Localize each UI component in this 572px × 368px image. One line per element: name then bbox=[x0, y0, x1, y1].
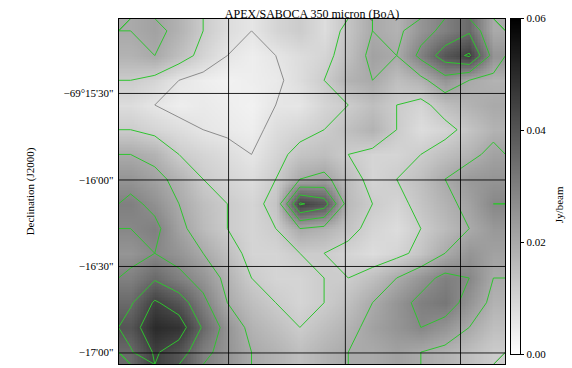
svg-text:−16'00": −16'00" bbox=[79, 173, 114, 185]
svg-text:0.00: 0.00 bbox=[527, 348, 547, 360]
svg-text:−69°15'30": −69°15'30" bbox=[63, 87, 113, 99]
svg-text:0.02: 0.02 bbox=[527, 236, 546, 248]
svg-text:APEX/SABOCA 350 micron (BoA): APEX/SABOCA 350 micron (BoA) bbox=[225, 7, 399, 21]
svg-text:−17'00": −17'00" bbox=[79, 346, 114, 358]
svg-text:0.06: 0.06 bbox=[527, 12, 547, 24]
svg-text:Jy/beam: Jy/beam bbox=[553, 186, 565, 223]
svg-text:0.04: 0.04 bbox=[527, 124, 547, 136]
svg-text:−16'30": −16'30" bbox=[79, 260, 114, 272]
svg-text:Declination (J2000): Declination (J2000) bbox=[24, 147, 37, 235]
